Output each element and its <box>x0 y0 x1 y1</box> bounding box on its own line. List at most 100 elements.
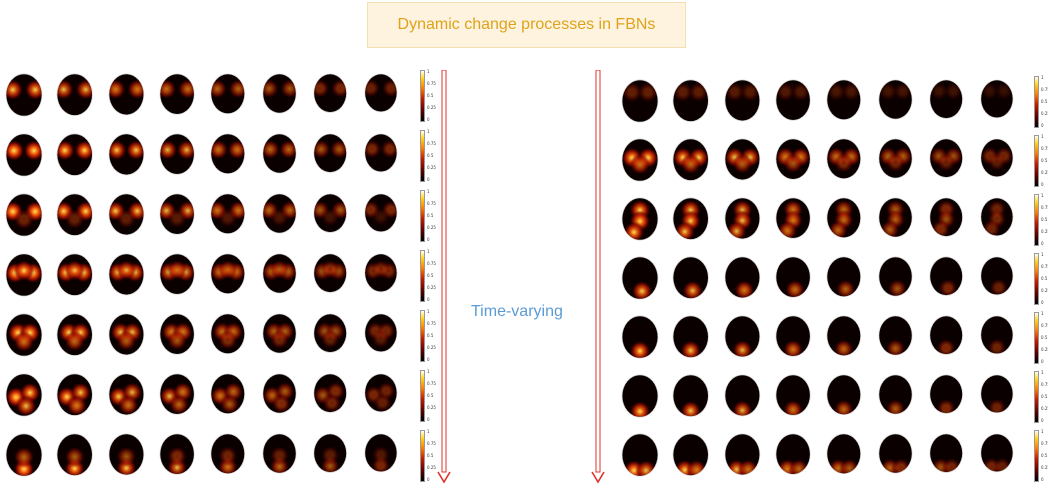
brain-map <box>621 433 659 477</box>
brain-map <box>724 374 760 417</box>
colorbar-tick-label: 0.5 <box>1041 99 1048 104</box>
colorbar <box>420 250 425 302</box>
colorbar <box>1034 194 1039 246</box>
colorbar-tick-label: 0.25 <box>1041 288 1048 293</box>
colorbar-tick-label: 0.5 <box>1041 217 1048 222</box>
brain-map <box>826 315 862 357</box>
colorbar-tick-label: 0.75 <box>1041 87 1048 92</box>
colorbar-tick-label: 0.5 <box>1041 158 1048 163</box>
colorbar-tick-label: 0.5 <box>427 273 434 278</box>
brain-map <box>159 373 195 415</box>
brain-map <box>621 374 659 418</box>
brain-map <box>261 433 297 474</box>
colorbar <box>1034 76 1039 128</box>
colorbar-tick-label: 0 <box>427 477 430 482</box>
colorbar-tick-label: 0 <box>427 357 430 362</box>
brain-map <box>724 256 760 299</box>
brain-map <box>313 253 347 293</box>
colorbar-tick-label: 0 <box>427 417 430 422</box>
colorbar-tick-label: 0.5 <box>427 93 434 98</box>
brain-map <box>5 193 43 237</box>
colorbar-tick-label: 0.25 <box>1041 170 1048 175</box>
brain-map <box>108 253 144 296</box>
colorbar <box>420 130 425 182</box>
left-time-arrow <box>437 70 451 484</box>
brain-map <box>980 433 1014 473</box>
brain-map <box>56 193 94 236</box>
brain-map <box>929 433 963 473</box>
colorbar-tick-label: 1 <box>1041 252 1044 257</box>
figure-title: Dynamic change processes in FBNs <box>397 16 656 33</box>
colorbar-tick-label: 0 <box>1041 182 1044 187</box>
brain-map <box>929 374 963 414</box>
colorbar-tick-label: 0 <box>427 177 430 182</box>
brain-map <box>56 433 94 476</box>
brain-map <box>5 373 43 417</box>
brain-map <box>261 373 297 414</box>
brain-map <box>672 79 710 122</box>
colorbar-tick-label: 1 <box>427 249 430 254</box>
brain-map <box>108 313 144 356</box>
brain-map <box>261 193 297 234</box>
brain-map <box>929 315 963 355</box>
brain-map <box>929 79 963 119</box>
brain-map <box>313 313 347 353</box>
colorbar-tick-label: 1 <box>427 309 430 314</box>
brain-map <box>364 133 398 173</box>
colorbar-tick-label: 0.25 <box>1041 111 1048 116</box>
brain-map <box>210 433 246 475</box>
brain-map <box>364 193 398 233</box>
brain-map <box>672 256 710 299</box>
brain-map <box>672 315 710 358</box>
colorbar-tick-label: 0.25 <box>427 165 436 170</box>
colorbar-tick-label: 1 <box>1041 370 1044 375</box>
colorbar-tick-label: 0.75 <box>1041 205 1048 210</box>
brain-map <box>108 433 144 476</box>
colorbar-tick-label: 0.75 <box>427 201 436 206</box>
brain-map <box>621 197 659 241</box>
colorbar-tick-label: 0.75 <box>427 381 436 386</box>
brain-map <box>724 433 760 476</box>
colorbar-tick-label: 0.5 <box>1041 394 1048 399</box>
colorbar-tick-label: 1 <box>1041 193 1044 198</box>
colorbar-tick-label: 0.5 <box>427 213 434 218</box>
colorbar-tick-label: 0.5 <box>427 453 434 458</box>
brain-map <box>621 79 659 123</box>
brain-map <box>108 73 144 116</box>
brain-map <box>210 73 246 115</box>
brain-map <box>261 253 297 294</box>
colorbar-tick-label: 0 <box>427 117 430 122</box>
colorbar-tick-label: 0.75 <box>1041 264 1048 269</box>
brain-map <box>210 373 246 415</box>
brain-map <box>159 193 195 235</box>
colorbar-tick-label: 1 <box>1041 75 1044 80</box>
brain-map <box>929 138 963 178</box>
brain-map <box>261 313 297 354</box>
colorbar <box>1034 312 1039 364</box>
brain-map <box>980 79 1014 119</box>
brain-map <box>108 373 144 416</box>
brain-map <box>56 313 94 356</box>
brain-map <box>261 73 297 114</box>
brain-map <box>826 433 862 475</box>
colorbar-tick-label: 0.5 <box>427 333 434 338</box>
brain-map <box>672 433 710 476</box>
brain-map <box>159 253 195 295</box>
brain-map <box>108 193 144 236</box>
colorbar <box>1034 135 1039 187</box>
brain-map <box>313 73 347 113</box>
brain-map <box>826 79 862 121</box>
colorbar-tick-label: 0.25 <box>427 285 436 290</box>
colorbar-tick-label: 1 <box>427 129 430 134</box>
colorbar-tick-label: 1 <box>427 429 430 434</box>
colorbar-tick-label: 1 <box>1041 134 1044 139</box>
brain-map <box>159 313 195 355</box>
brain-map <box>877 256 913 297</box>
brain-map <box>56 373 94 416</box>
brain-map <box>724 79 760 122</box>
brain-map <box>621 315 659 359</box>
colorbar-tick-label: 0.75 <box>1041 323 1048 328</box>
brain-map <box>210 253 246 295</box>
brain-map <box>672 197 710 240</box>
left-brain-panel: 1 0.75 0.5 0.25 0 1 0.75 0.5 0.25 0 1 0.75 0.5 0.25 0 1… <box>0 70 436 484</box>
